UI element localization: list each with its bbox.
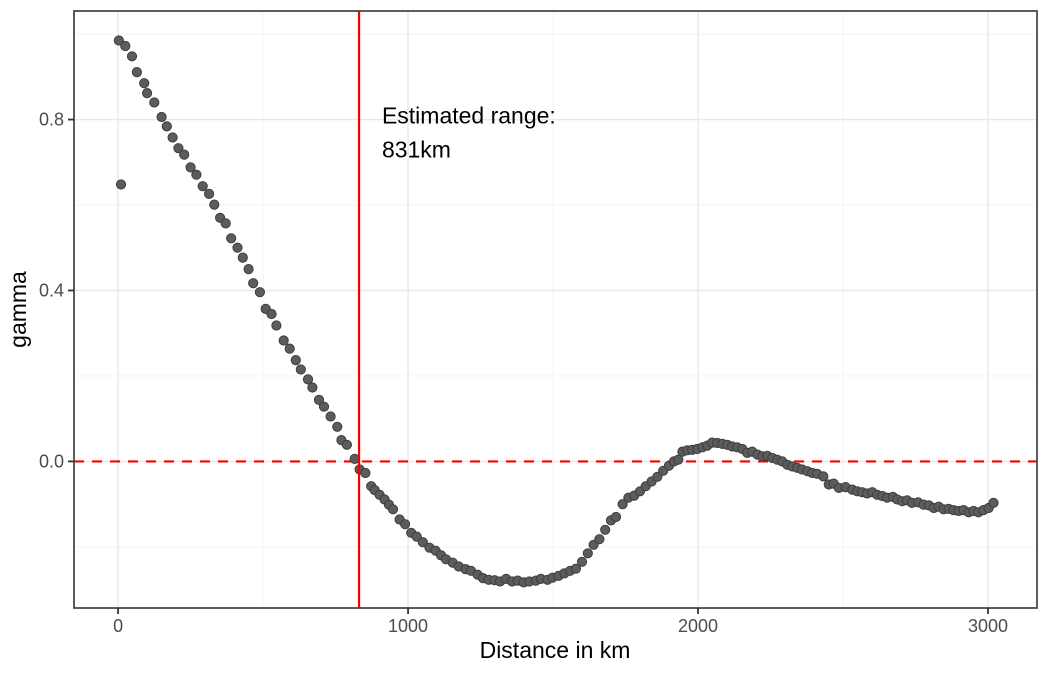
data-point	[290, 355, 301, 366]
panel-background	[74, 11, 1037, 608]
data-point	[266, 308, 277, 320]
data-point	[284, 343, 295, 354]
data-point	[204, 188, 215, 199]
data-point	[254, 287, 265, 298]
data-point	[570, 563, 582, 574]
data-point	[318, 401, 330, 412]
data-point	[307, 382, 318, 393]
data-point	[226, 233, 237, 244]
data-point	[594, 534, 605, 545]
data-point	[185, 162, 196, 173]
x-tick-label: 0	[113, 616, 123, 636]
data-point	[209, 199, 220, 210]
x-axis-title: Distance in km	[480, 637, 631, 663]
data-point	[818, 471, 829, 482]
y-axis-tick-labels: 0.0 0.4 0.8	[39, 110, 64, 472]
data-point	[278, 335, 289, 346]
data-point	[126, 51, 138, 62]
data-point	[341, 439, 352, 450]
minor-gridlines	[74, 11, 1037, 608]
data-point	[387, 504, 399, 515]
data-point	[988, 497, 999, 508]
data-point	[197, 181, 208, 192]
data-point	[313, 394, 325, 405]
y-tick-label: 0.8	[39, 110, 64, 130]
axis-tick-marks	[68, 118, 989, 614]
data-point	[271, 320, 282, 331]
panel-border	[73, 10, 1038, 609]
data-point	[191, 169, 202, 180]
data-point	[120, 40, 131, 52]
data-point	[142, 88, 153, 99]
data-point	[173, 143, 184, 154]
data-point	[243, 264, 254, 275]
data-point	[600, 524, 611, 535]
data-point	[167, 132, 178, 143]
data-point	[325, 411, 336, 422]
y-axis-title: gamma	[5, 271, 31, 348]
data-point	[400, 519, 411, 530]
data-point	[295, 364, 306, 375]
x-axis-tick-labels: 0 1000 2000 3000	[113, 616, 1008, 636]
x-tick-label: 1000	[388, 616, 428, 636]
data-point	[302, 374, 314, 385]
data-point	[179, 149, 190, 160]
x-tick-label: 3000	[968, 616, 1008, 636]
data-point	[332, 421, 343, 432]
data-point	[248, 278, 259, 289]
data-point	[349, 453, 360, 464]
data-point	[576, 556, 588, 567]
scatter-points	[113, 35, 999, 588]
data-point	[149, 97, 160, 108]
data-point	[417, 537, 428, 548]
x-tick-label: 2000	[678, 616, 718, 636]
data-point	[610, 511, 622, 523]
data-point	[113, 35, 125, 46]
data-point	[131, 67, 142, 78]
y-tick-label: 0.4	[39, 280, 64, 300]
data-point	[617, 499, 628, 510]
data-point	[582, 548, 593, 559]
annotation-range-value: 831km	[382, 137, 451, 163]
data-point	[161, 121, 172, 132]
annotation-estimated-range-label: Estimated range:	[382, 103, 556, 129]
data-point	[673, 454, 684, 465]
y-tick-label: 0.0	[39, 451, 64, 471]
data-point	[115, 179, 127, 190]
data-point	[220, 218, 231, 229]
data-point	[156, 111, 167, 123]
data-point	[232, 242, 243, 253]
data-point	[139, 78, 150, 89]
data-point	[360, 467, 371, 479]
data-point	[237, 252, 248, 263]
